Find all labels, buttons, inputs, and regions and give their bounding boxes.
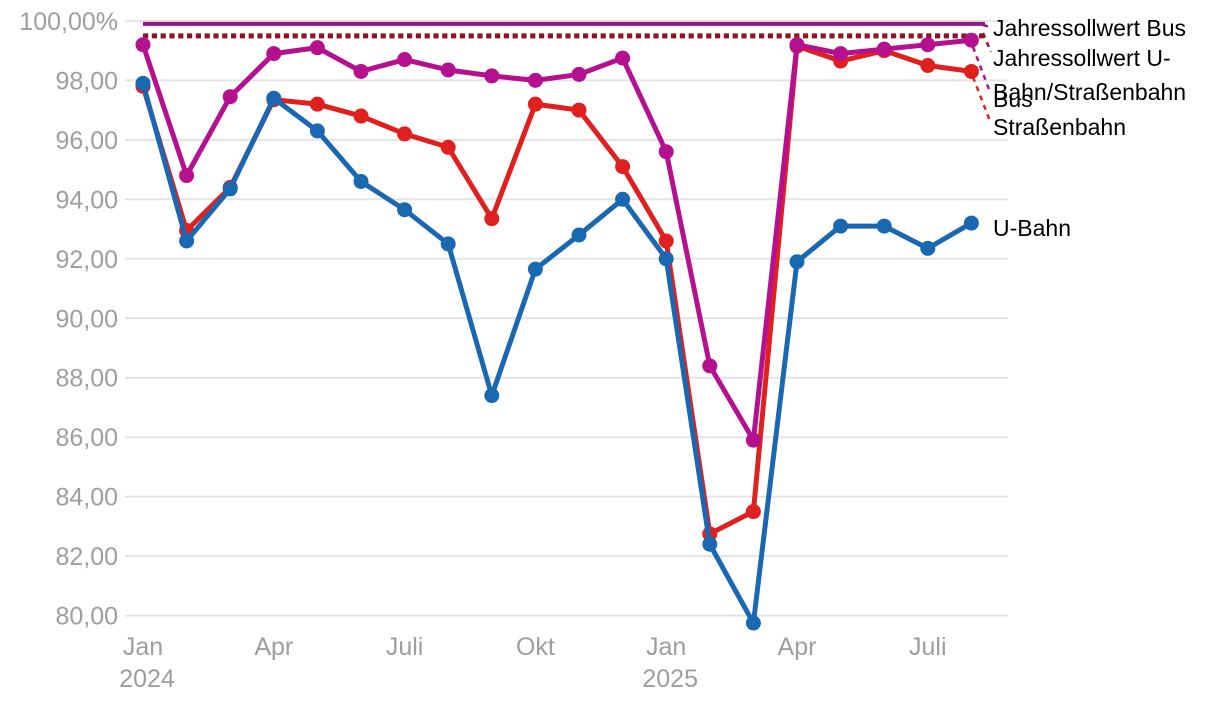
data-point [440,62,456,78]
series-line [140,43,974,537]
data-point [484,68,500,84]
y-tick-label: 86,00 [55,424,118,452]
x-tick-label: Jan [123,633,163,661]
y-tick-label: 80,00 [55,603,118,631]
data-point [789,37,805,53]
data-point [833,46,849,62]
y-axis-labels: 100,00% 98,00 96,00 94,00 92,00 90,00 88,00 86,… [19,8,118,631]
data-point [963,63,979,79]
series-line [140,80,974,626]
data-point [920,58,936,74]
data-point [963,32,979,48]
series-u-bahn [135,75,979,631]
data-point [658,144,674,160]
data-point [658,251,674,267]
data-point [309,96,325,112]
data-point [702,358,718,374]
data-point [876,41,892,57]
data-point [920,240,936,256]
leader-line-jahressollwert-bus [982,23,991,29]
x-tick-label: Okt [516,633,555,661]
end-label-line: Straßenbahn [993,114,1126,140]
y-tick-label: 96,00 [55,127,118,155]
end-label-line: Jahressollwert Bus [993,15,1186,41]
data-point [876,218,892,234]
data-point [527,96,543,112]
x-tick-year-label: 2025 [642,665,698,693]
leader-line-jahressollwert-ubahn-strassenbahn [981,32,993,53]
data-point [963,215,979,231]
data-point [527,72,543,88]
data-point [615,159,631,175]
data-point [179,233,195,249]
data-point [266,46,282,62]
data-point [484,211,500,227]
x-tick-label: Juli [909,633,947,661]
data-point [658,233,674,249]
data-point [222,89,238,105]
data-point [745,504,761,520]
data-point [397,202,413,218]
data-point [745,432,761,448]
x-tick-label: Apr [778,633,817,661]
data-point [440,139,456,155]
x-tick-label: Juli [386,633,424,661]
y-tick-label: 84,00 [55,484,118,512]
data-point [397,126,413,142]
data-point [527,261,543,277]
data-point [789,254,805,270]
x-tick-label: Jan [646,633,686,661]
data-point [833,218,849,234]
x-axis-labels: Jan 2024 Apr Juli Okt Jan 2025 Apr Juli [119,633,946,693]
data-point [135,37,151,53]
data-point [615,50,631,66]
leader-line-strassenbahn [971,76,992,122]
data-point [571,66,587,82]
y-tick-label: 98,00 [55,67,118,95]
data-point [397,52,413,68]
end-label-line: U-Bahn [993,215,1071,241]
end-label-jahressollwert-ubahn-strassenbahn: Jahressollwert U- Bahn/Straßenbahn [993,45,1186,105]
end-label-u-bahn: U-Bahn [993,215,1071,241]
data-point [135,75,151,91]
end-label-bus: Bus [993,86,1033,112]
y-tick-label: 90,00 [55,305,118,333]
data-point [702,536,718,552]
data-point [484,388,500,404]
y-tick-label: 100,00% [19,8,118,36]
y-gridlines [125,19,1008,617]
y-tick-label: 88,00 [55,365,118,393]
data-point [920,37,936,53]
y-tick-label: 82,00 [55,543,118,571]
end-labels: Jahressollwert Bus Jahressollwert U- Bahn/… [971,15,1186,241]
data-point [179,168,195,184]
data-point [309,40,325,56]
series-stra-enbahn [135,38,979,542]
data-point [222,181,238,197]
series-bus [135,32,979,448]
end-label-line: Jahressollwert U- [993,45,1171,71]
data-point [615,191,631,207]
data-point [309,123,325,139]
leader-line-bus [971,46,992,93]
data-point [571,102,587,118]
data-point [353,173,369,189]
x-tick-label: Apr [254,633,293,661]
data-point [266,90,282,106]
x-tick-year-label: 2024 [119,665,175,693]
y-tick-label: 94,00 [55,186,118,214]
end-label-strassenbahn: Straßenbahn [993,114,1126,140]
end-label-line: Bus [993,86,1033,112]
data-point [353,63,369,79]
data-point [353,108,369,124]
end-label-line: Bahn/Straßenbahn [993,79,1186,105]
end-label-jahressollwert-bus: Jahressollwert Bus [993,15,1186,41]
y-tick-label: 92,00 [55,246,118,274]
data-point [745,615,761,631]
data-point [571,227,587,243]
data-point [440,236,456,252]
